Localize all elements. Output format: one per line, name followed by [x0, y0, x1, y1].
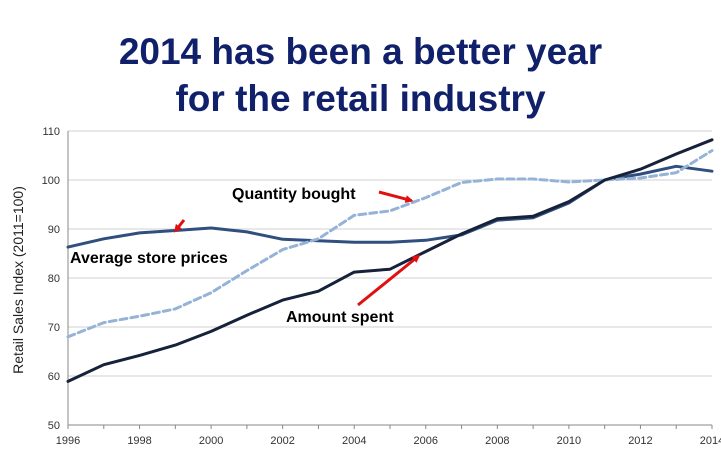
- annotation-arrow-amount-spent: [357, 254, 421, 307]
- x-tick-label: 1998: [127, 435, 151, 447]
- annotation-quantity-bought: Quantity bought: [232, 186, 356, 203]
- chart-title-line-2: for the retail industry: [175, 78, 546, 119]
- x-tick-label: 2010: [557, 435, 581, 447]
- axes: 50 60 70 80 90 100 110 1996 1998 2000 2002 2004 2006…: [42, 126, 721, 447]
- chart-title-line-1: 2014 has been a better year: [118, 31, 603, 72]
- y-tick-label: 60: [48, 371, 60, 383]
- x-tick-label: 2004: [342, 435, 366, 447]
- y-tick-label: 80: [48, 273, 60, 285]
- x-tick-label: 2014: [700, 435, 721, 447]
- x-tick-label: 2000: [199, 435, 223, 447]
- annotation-arrow-average-store-prices: [174, 219, 186, 233]
- series-line-amount-spent: [66, 138, 714, 383]
- annotation-arrow-quantity-bought: [378, 190, 414, 203]
- annotation-average-store-prices: Average store prices: [70, 250, 228, 267]
- x-tick-label: 2002: [270, 435, 294, 447]
- y-tick-label: 90: [48, 224, 60, 236]
- x-tick-label: 2008: [485, 435, 509, 447]
- y-tick-label: 70: [48, 322, 60, 334]
- y-axis-label: Retail Sales Index (2011=100): [10, 186, 26, 374]
- annotation-amount-spent: Amount spent: [286, 309, 394, 326]
- x-tick-label: 2012: [628, 435, 652, 447]
- series-line-average-store-prices: [66, 164, 714, 249]
- chart-title: 2014 has been a better year for the reta…: [0, 28, 721, 122]
- y-tick-label: 50: [48, 420, 60, 432]
- x-tick-label: 1996: [56, 435, 80, 447]
- y-tick-label: 100: [42, 175, 60, 187]
- x-tick-label: 2006: [414, 435, 438, 447]
- y-tick-label: 110: [42, 126, 60, 138]
